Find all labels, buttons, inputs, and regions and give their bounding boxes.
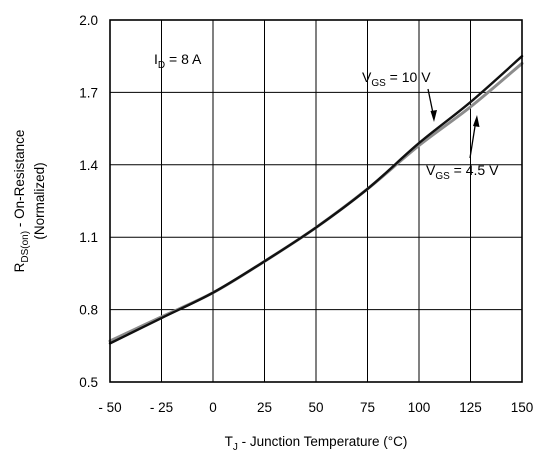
x-axis-title: TJ - Junction Temperature (°C) [225,434,408,453]
x-tick-label: - 50 [98,400,121,415]
arrow-vgs-4-5v [469,119,477,159]
x-tick-label: - 25 [150,400,173,415]
arrowhead-vgs-10v [430,110,437,122]
grid [110,20,522,382]
series-lines [108,55,524,345]
annotation-vgs-4-5v: VGS = 4.5 V [426,162,499,182]
x-tick-label: 0 [209,400,217,415]
y-tick-label: 0.5 [79,375,98,390]
x-tick-label: 50 [308,400,323,415]
y-tick-label: 0.8 [79,303,98,318]
arrowhead-vgs-4-5v [473,115,480,127]
x-tick-label: 125 [459,400,482,415]
annotation-vgs-10v: VGS = 10 V [362,69,431,89]
x-tick-label: 100 [408,400,431,415]
x-tick-label: 25 [257,400,272,415]
x-tick-label: 75 [360,400,375,415]
y-tick-labels: 0.5 0.8 1.1 1.4 1.7 2.0 [79,13,98,390]
y-axis-title-line1: RDS(on) - On-Resistance [12,130,31,273]
annotation-id: ID = 8 A [154,51,202,71]
y-axis-title-line2: (Normalized) [32,162,47,239]
plot-frame [109,19,523,383]
series-line-vgs-10v [108,55,524,345]
y-tick-label: 1.1 [79,230,98,245]
x-tick-label: 150 [511,400,534,415]
y-tick-label: 1.7 [79,85,98,100]
y-tick-label: 1.4 [79,158,98,173]
x-tick-labels: - 50 - 25 0 25 50 75 100 125 150 [98,400,533,415]
y-tick-label: 2.0 [79,13,98,28]
